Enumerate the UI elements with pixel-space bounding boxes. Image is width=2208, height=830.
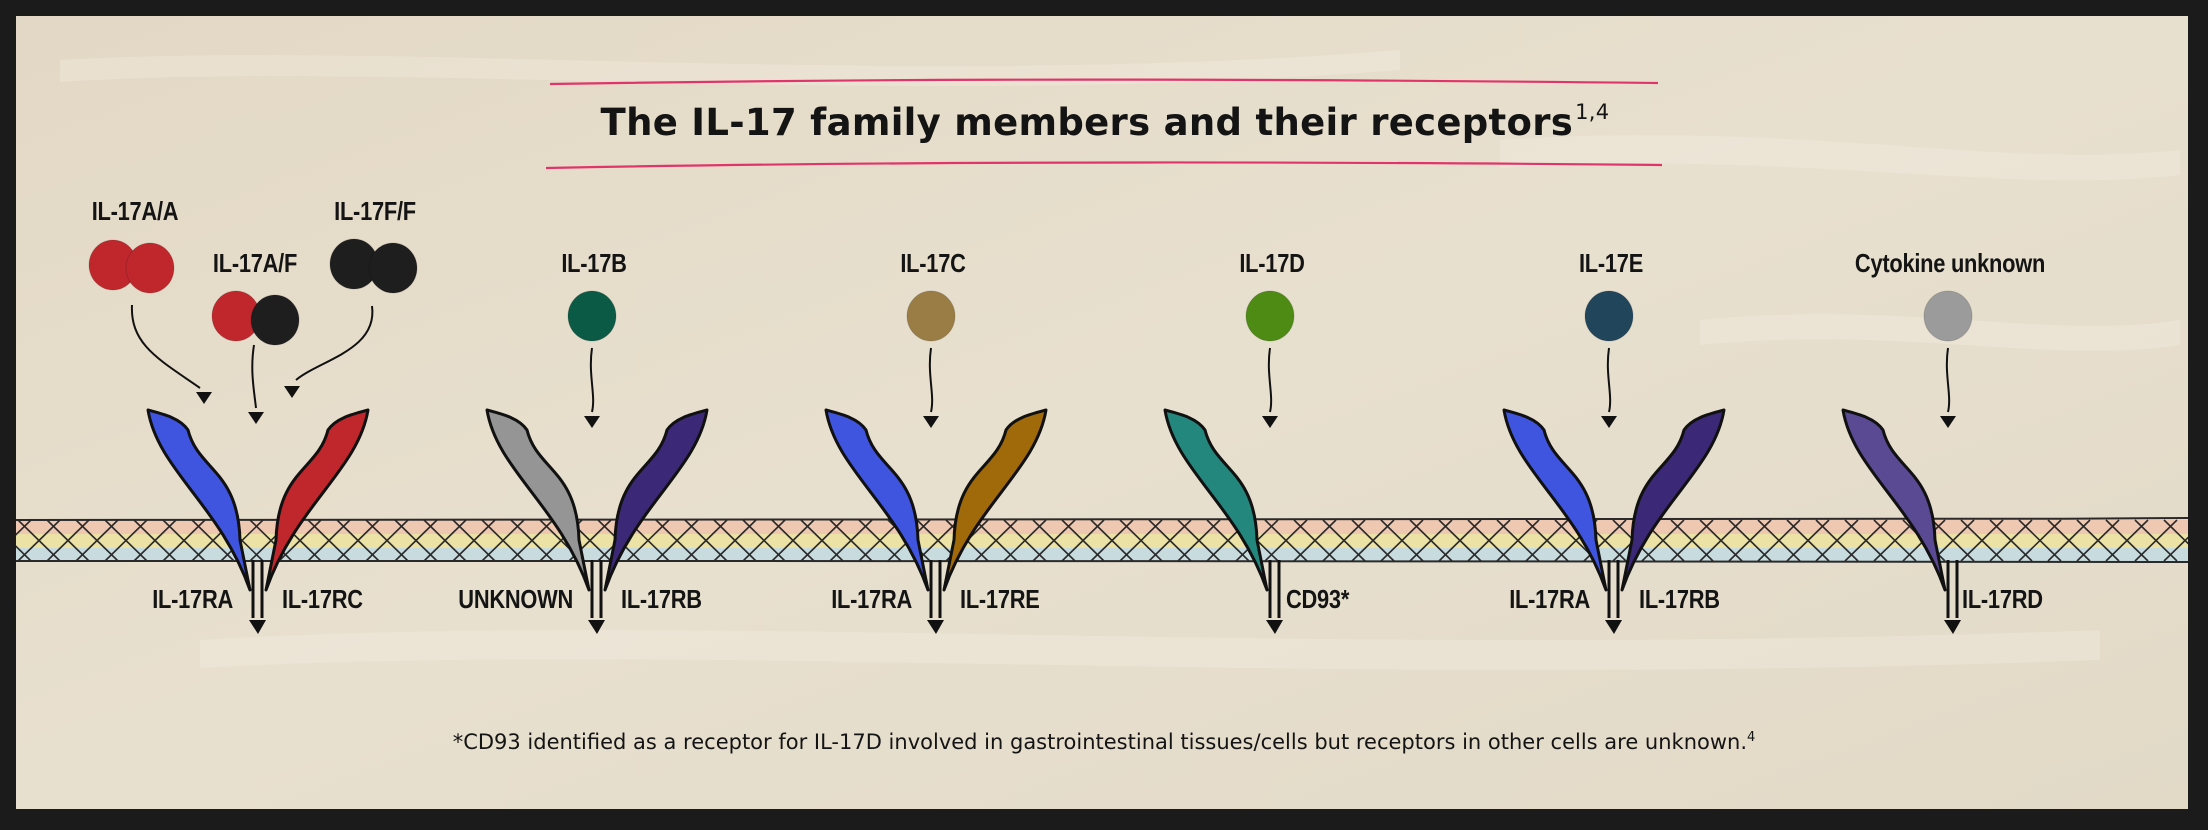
cytokine-2	[211, 290, 300, 346]
membrane-bottom-edge	[15, 559, 2189, 563]
receptor-left-blade	[1502, 408, 1608, 592]
receptor-label-unknown: UNKNOWN	[458, 584, 573, 614]
receptor-label-il17re: IL-17RE	[960, 584, 1040, 614]
cytokine-label-il17d: IL-17D	[1239, 248, 1305, 278]
cytokine-subunit	[567, 290, 617, 342]
receptor-pair	[146, 408, 370, 634]
receptor-pair	[824, 408, 1048, 634]
receptor-right-blade	[603, 408, 709, 592]
arrow-binding-8-head	[1940, 416, 1956, 428]
receptor-tail-arrowhead	[1266, 620, 1283, 634]
cytokine-label-il17b: IL-17B	[561, 248, 627, 278]
arrow-binding-7-head	[1601, 416, 1617, 428]
receptor-left-blade	[1841, 408, 1947, 592]
cytokine-3	[329, 238, 418, 294]
receptor-label-il17ra-2: IL-17RA	[831, 584, 912, 614]
cytokine-subunit	[906, 290, 956, 342]
cytokine-8	[1923, 290, 1973, 342]
arrow-binding-6	[1267, 347, 1273, 413]
receptor-label-il17rb-2: IL-17RB	[1639, 584, 1720, 614]
title-text: The IL-17 family members and their recep…	[600, 101, 1574, 144]
cytokine-subunit	[1923, 290, 1973, 342]
receptor-pair	[485, 408, 709, 634]
receptor-left-blade	[485, 408, 591, 592]
title-rule-top	[549, 78, 1659, 86]
receptor-left-blade	[1163, 408, 1269, 592]
receptor-label-il17ra-1: IL-17RA	[152, 584, 233, 614]
receptor-pair	[1841, 408, 1961, 634]
binding-arrows	[130, 304, 1956, 428]
arrow-il17ff	[295, 305, 374, 381]
arrow-binding-8	[1945, 347, 1951, 413]
cytokine-1	[88, 239, 175, 294]
receptor-tail-arrowhead	[927, 620, 944, 634]
cytokine-7	[1584, 290, 1634, 342]
receptors-layer	[146, 408, 1961, 634]
page-title: The IL-17 family members and their recep…	[545, 100, 1665, 144]
cytokine-subunit	[125, 242, 175, 294]
cytokine-subunit	[1584, 290, 1634, 342]
cytokine-label-il17aa: IL-17A/A	[91, 196, 179, 226]
cytokine-label-il17e: IL-17E	[1578, 248, 1644, 278]
membrane-hatching	[16, 519, 2188, 562]
arrow-binding-5	[928, 347, 934, 413]
receptor-label-il17rb-1: IL-17RB	[621, 584, 702, 614]
arrow-binding-5-head	[923, 416, 939, 428]
cytokine-4	[567, 290, 617, 342]
receptor-pair	[1163, 408, 1283, 634]
title-rule-bottom	[545, 161, 1663, 170]
receptor-tail-arrowhead	[1605, 620, 1622, 634]
arrow-il17aa	[130, 304, 201, 389]
cytokine-subunit	[1245, 290, 1295, 342]
receptor-label-il17rc: IL-17RC	[282, 584, 363, 614]
cytokine-6	[1245, 290, 1295, 342]
receptor-tail-arrowhead	[249, 620, 266, 634]
arrow-il17aa-head	[196, 392, 212, 404]
cytokine-label-unknown: Cytokine unknown	[1854, 248, 2046, 278]
cytokine-label-il17ff: IL-17F/F	[334, 196, 416, 226]
footnote: *CD93 identified as a receptor for IL-17…	[0, 730, 2208, 754]
receptor-right-blade	[1620, 408, 1726, 592]
arrow-binding-4-head	[584, 416, 600, 428]
receptor-label-il17rd: IL-17RD	[1962, 584, 2043, 614]
title-block: The IL-17 family members and their recep…	[545, 80, 1665, 170]
footnote-reference: 4	[1747, 730, 1756, 745]
cytokine-label-il17c: IL-17C	[900, 248, 966, 278]
cytokine-subunit	[250, 294, 300, 346]
arrow-il17ff-head	[284, 386, 300, 398]
hatch-line	[2163, 536, 2188, 562]
receptor-right-blade	[264, 408, 370, 592]
arrow-binding-7	[1606, 347, 1612, 413]
receptor-left-blade	[146, 408, 252, 592]
background-panel	[16, 16, 2188, 809]
title-references: 1,4	[1575, 100, 1610, 124]
receptor-left-blade	[824, 408, 930, 592]
footnote-text: *CD93 identified as a receptor for IL-17…	[452, 730, 1748, 754]
receptor-right-blade	[942, 408, 1048, 592]
receptor-label-il17ra-3: IL-17RA	[1509, 584, 1590, 614]
arrow-il17af	[251, 344, 257, 409]
cell-membrane	[15, 517, 2189, 563]
receptor-tail-arrowhead	[1944, 620, 1961, 634]
arrow-binding-4	[589, 347, 595, 413]
arrow-il17af-head	[248, 412, 264, 424]
cytokine-label-il17af: IL-17A/F	[212, 248, 298, 278]
receptor-pair	[1502, 408, 1726, 634]
cytokine-5	[906, 290, 956, 342]
receptor-label-cd93: CD93*	[1286, 584, 1350, 614]
cytokines-layer	[88, 238, 1973, 346]
cytokine-subunit	[368, 242, 418, 294]
receptor-tail-arrowhead	[588, 620, 605, 634]
arrow-binding-6-head	[1262, 416, 1278, 428]
